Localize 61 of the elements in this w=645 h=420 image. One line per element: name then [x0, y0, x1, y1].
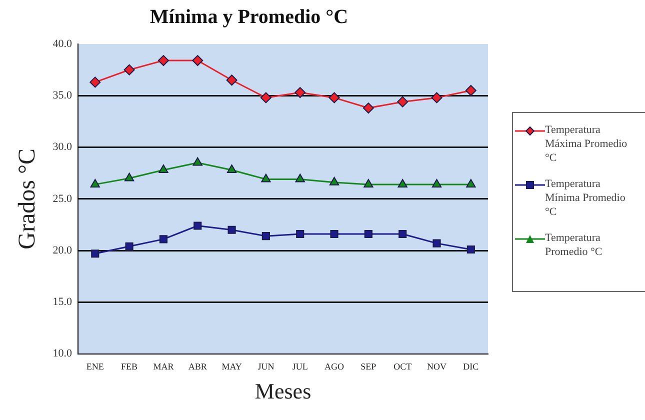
point: [260, 92, 272, 104]
x-tick-label: AGO: [324, 362, 345, 372]
point: [159, 235, 168, 244]
point: [125, 242, 134, 250]
x-tick-label: MAY: [222, 362, 242, 372]
legend-label: Temperatura Mínima Promedio °C: [545, 177, 626, 219]
x-tick-label: JUL: [292, 362, 308, 372]
point: [294, 87, 306, 98]
x-tick-label: MAR: [153, 362, 174, 372]
legend-label: Temperatura Promedio °C: [545, 231, 604, 259]
point: [330, 230, 338, 238]
x-tick-label: DIC: [463, 362, 479, 372]
point: [158, 55, 169, 66]
point: [296, 230, 304, 238]
x-axis-title: Meses: [254, 378, 312, 404]
point: [228, 226, 236, 234]
y-tick-label: 25.0: [52, 192, 73, 205]
point: [295, 174, 305, 182]
y-axis-title: Grados °C: [14, 148, 41, 250]
point: [398, 230, 407, 238]
y-tick-label: 20.0: [52, 244, 73, 256]
point: [192, 55, 204, 66]
point: [261, 174, 271, 182]
y-tick-label: 15.0: [52, 296, 73, 308]
point: [328, 92, 340, 104]
point: [124, 64, 135, 76]
point: [194, 222, 202, 230]
point: [466, 245, 475, 254]
point: [362, 102, 374, 114]
x-tick-label: NOV: [427, 362, 448, 372]
x-tick-label: FEB: [121, 362, 138, 372]
point: [397, 96, 408, 108]
point: [90, 178, 100, 188]
point: [90, 76, 101, 88]
point: [398, 178, 408, 188]
y-tick-label: 30.0: [52, 141, 73, 154]
legend-label: Temperatura Máxima Promedio °C: [545, 123, 628, 165]
point: [91, 250, 100, 258]
chart-title: Mínima y Promedio °C: [150, 6, 348, 28]
point: [124, 172, 134, 182]
y-tick-label: 35.0: [52, 90, 73, 102]
point: [226, 74, 238, 86]
point: [364, 230, 372, 238]
x-tick-label: JUN: [258, 362, 275, 372]
point: [432, 239, 441, 248]
x-tick-label: SEP: [360, 362, 376, 372]
point: [226, 164, 237, 173]
point: [431, 92, 442, 104]
point: [262, 232, 270, 240]
point: [432, 178, 442, 188]
x-tick-label: ABR: [188, 362, 207, 372]
point: [329, 176, 340, 186]
point: [465, 84, 476, 96]
point: [364, 178, 374, 188]
y-tick-label: 40.0: [52, 38, 73, 50]
point: [466, 178, 476, 188]
y-tick-label: 10.0: [52, 348, 73, 360]
x-tick-label: ENE: [86, 362, 104, 372]
x-tick-label: OCT: [394, 362, 412, 372]
point: [158, 164, 168, 173]
point: [192, 157, 202, 166]
